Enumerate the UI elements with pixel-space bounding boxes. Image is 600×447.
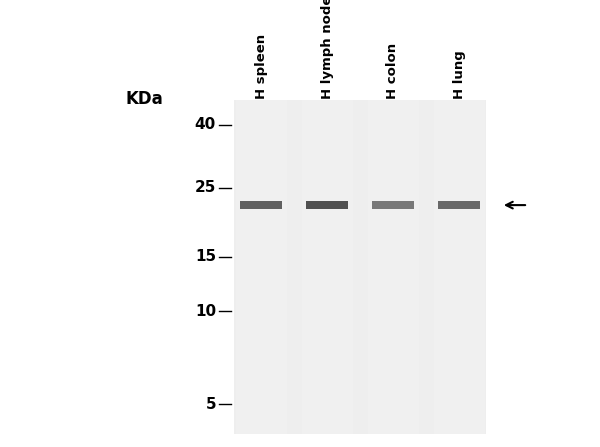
Bar [306,201,348,209]
Bar [302,100,353,434]
Bar [240,201,282,209]
Text: 5: 5 [205,397,216,412]
Bar [433,100,485,434]
Bar [234,100,486,434]
Bar [372,201,414,209]
Text: H lymph node: H lymph node [320,0,334,99]
Bar [367,100,419,434]
Text: 15: 15 [195,249,216,264]
Bar [235,100,287,434]
Bar [438,201,480,209]
Text: KDa: KDa [125,90,163,108]
Text: H colon: H colon [386,43,400,99]
Text: 40: 40 [195,117,216,132]
Text: H lung: H lung [452,51,466,99]
Text: H spleen: H spleen [254,34,268,99]
Text: 25: 25 [194,181,216,195]
Text: 10: 10 [195,304,216,319]
